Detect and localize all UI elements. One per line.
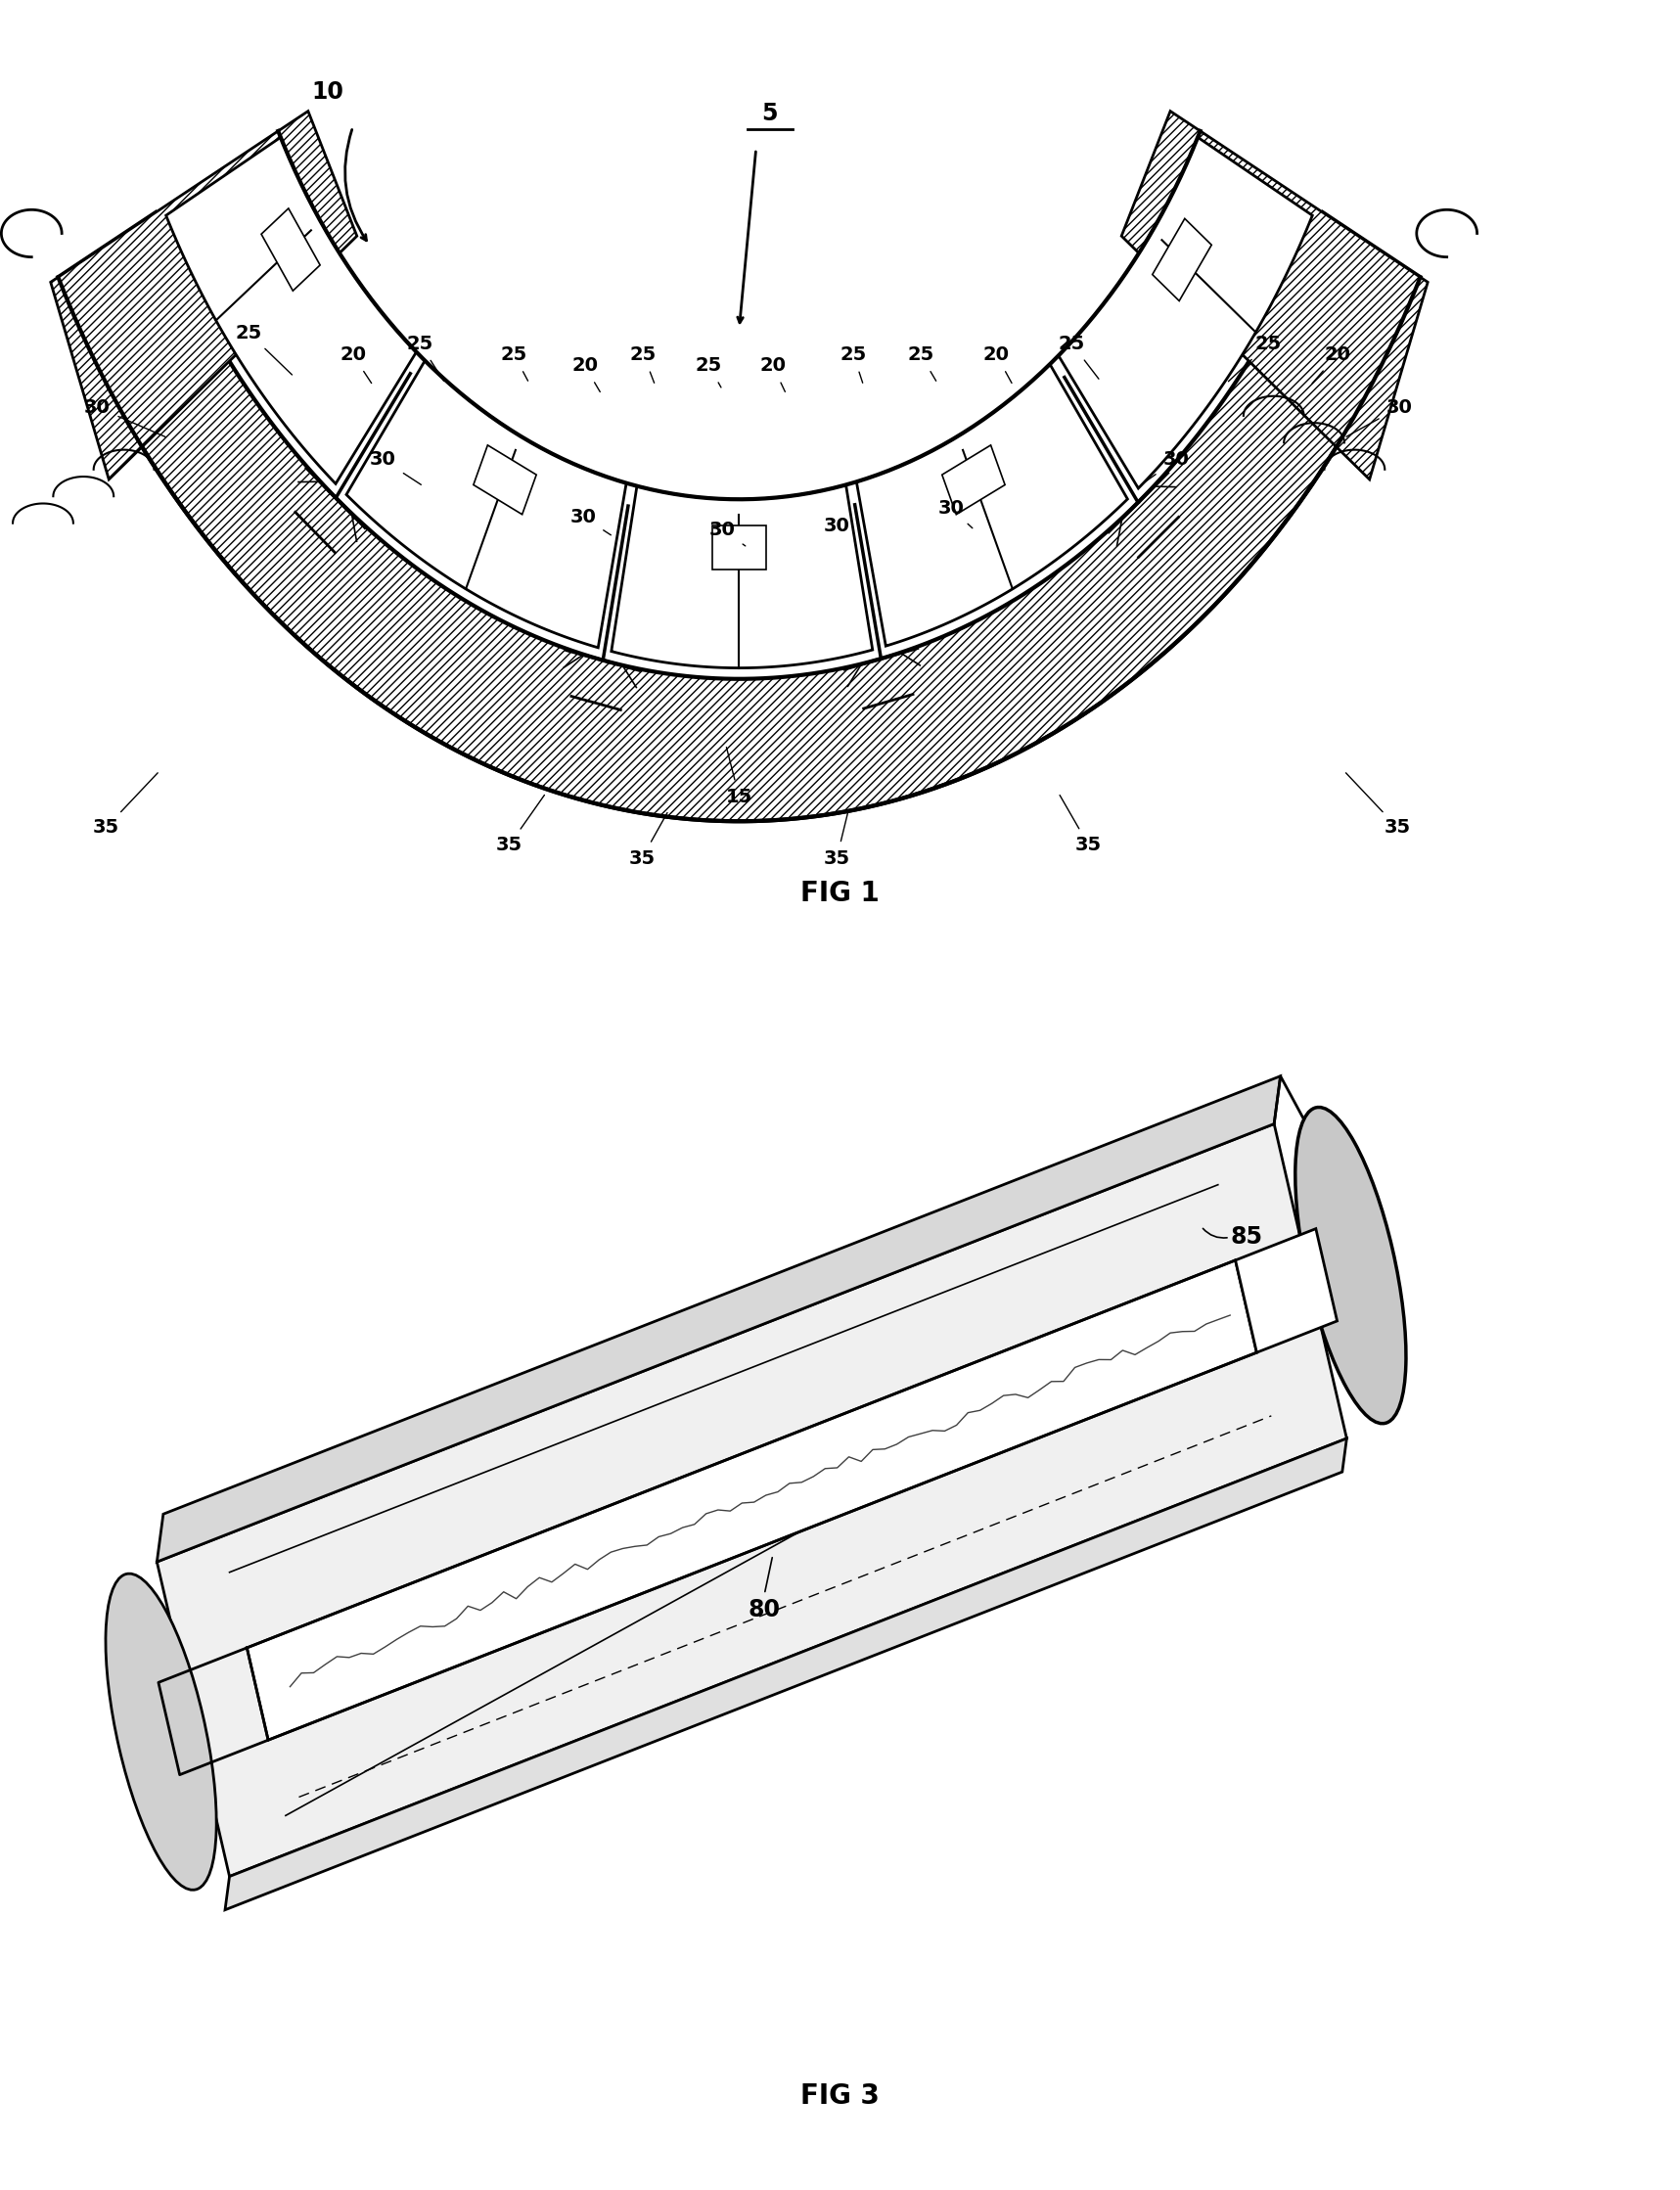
Polygon shape bbox=[59, 212, 1420, 821]
Text: 85: 85 bbox=[1230, 1226, 1263, 1248]
Text: 25: 25 bbox=[1228, 335, 1282, 381]
Text: 30: 30 bbox=[937, 499, 973, 528]
Text: 30: 30 bbox=[570, 508, 612, 534]
Text: 25: 25 bbox=[840, 346, 867, 383]
Text: 5: 5 bbox=[761, 103, 778, 125]
Polygon shape bbox=[166, 138, 417, 484]
Polygon shape bbox=[225, 1439, 1347, 1910]
Text: 20: 20 bbox=[1312, 346, 1351, 383]
Polygon shape bbox=[247, 1259, 1257, 1741]
Text: 35: 35 bbox=[823, 812, 850, 867]
Polygon shape bbox=[857, 364, 1127, 646]
Text: 80: 80 bbox=[748, 1599, 781, 1621]
Text: FIG 3: FIG 3 bbox=[800, 2083, 880, 2109]
Polygon shape bbox=[50, 112, 356, 480]
Text: 20: 20 bbox=[571, 357, 600, 392]
Text: 25: 25 bbox=[235, 324, 292, 374]
Text: FIG 1: FIG 1 bbox=[800, 880, 880, 907]
Polygon shape bbox=[346, 361, 627, 648]
Text: 20: 20 bbox=[983, 346, 1011, 383]
Text: 35: 35 bbox=[1346, 773, 1411, 837]
Text: 25: 25 bbox=[696, 357, 722, 388]
Text: 20: 20 bbox=[759, 357, 786, 392]
Polygon shape bbox=[1152, 219, 1211, 300]
Polygon shape bbox=[712, 526, 766, 569]
Polygon shape bbox=[262, 208, 321, 291]
Polygon shape bbox=[474, 445, 536, 515]
Text: 30: 30 bbox=[709, 521, 746, 545]
Text: 25: 25 bbox=[1058, 335, 1099, 379]
Text: 25: 25 bbox=[907, 346, 936, 381]
Text: 10: 10 bbox=[311, 81, 344, 103]
Text: 30: 30 bbox=[84, 399, 166, 438]
Polygon shape bbox=[1235, 1229, 1337, 1353]
Text: 25: 25 bbox=[501, 346, 528, 381]
Polygon shape bbox=[156, 1075, 1280, 1561]
Polygon shape bbox=[612, 484, 872, 668]
Polygon shape bbox=[156, 1123, 1347, 1877]
Text: 20: 20 bbox=[339, 346, 371, 383]
Text: 35: 35 bbox=[496, 795, 544, 854]
Text: 15: 15 bbox=[726, 747, 753, 806]
Ellipse shape bbox=[1295, 1108, 1406, 1424]
Text: 25: 25 bbox=[630, 346, 657, 383]
Polygon shape bbox=[1122, 112, 1428, 480]
Polygon shape bbox=[1058, 138, 1312, 488]
Text: 25: 25 bbox=[407, 335, 444, 381]
Text: 30: 30 bbox=[1346, 399, 1413, 436]
Text: 30: 30 bbox=[370, 451, 422, 484]
Text: 35: 35 bbox=[628, 812, 667, 867]
Text: 35: 35 bbox=[92, 773, 158, 837]
Text: 35: 35 bbox=[1060, 795, 1102, 854]
Text: 30: 30 bbox=[1141, 451, 1189, 484]
Text: 30: 30 bbox=[823, 517, 855, 541]
Ellipse shape bbox=[106, 1575, 217, 1890]
Polygon shape bbox=[942, 445, 1005, 515]
